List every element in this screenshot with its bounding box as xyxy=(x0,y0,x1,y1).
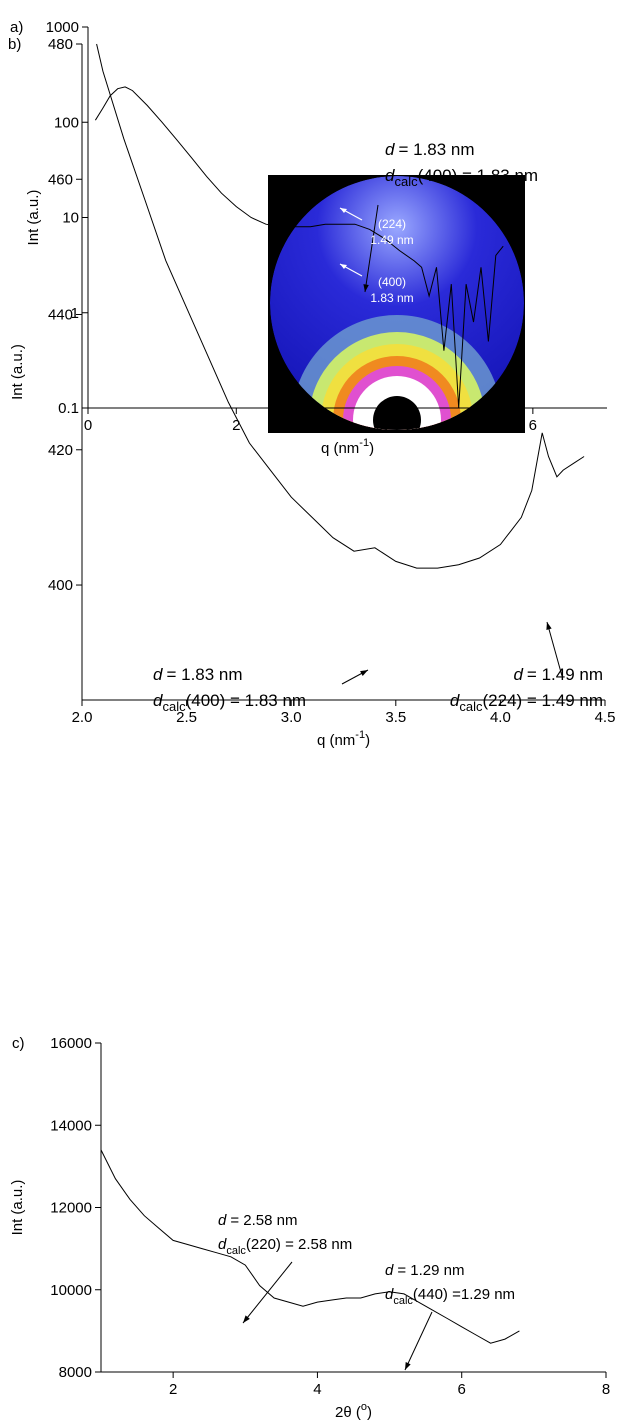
annotation-text: (220) = 2.58 nm xyxy=(246,1236,352,1253)
y-tick-label: 1000 xyxy=(46,19,79,36)
y-axis-label: Int (a.u.) xyxy=(9,344,26,400)
inset-label: (400) xyxy=(378,275,406,289)
annotation-text: (224) = 1.49 nm xyxy=(483,691,604,710)
annotation-sub: calc xyxy=(162,699,186,714)
x-tick-label: 4 xyxy=(313,1381,321,1398)
annotation-symbol: d xyxy=(513,665,523,684)
annotation-symbol: d xyxy=(385,1262,394,1279)
panel-label: c) xyxy=(12,1035,25,1052)
annotation: d= 1.83 nm xyxy=(385,140,475,159)
y-tick-label: 10 xyxy=(62,210,79,227)
x-tick-label: 4.0 xyxy=(490,709,511,726)
x-label-end: ) xyxy=(365,732,370,749)
annotation-text: = 1.83 nm xyxy=(166,665,242,684)
y-tick-label: 0.1 xyxy=(58,400,79,417)
x-axis-label: 2θ (o) xyxy=(335,1401,372,1421)
y-tick-label: 14000 xyxy=(50,1117,92,1134)
arrow-head xyxy=(360,670,368,676)
panel-label: a) xyxy=(10,19,23,36)
annotation: d= 1.83 nm xyxy=(153,665,243,684)
y-axis-label: Int (a.u.) xyxy=(9,1180,26,1236)
inset-label: 1.83 nm xyxy=(370,291,413,305)
x-axis-label: q (nm-1) xyxy=(321,437,374,457)
x-tick-label: 3.0 xyxy=(281,709,302,726)
y-tick-label: 16000 xyxy=(50,1035,92,1052)
x-label-sup: -1 xyxy=(355,729,365,741)
y-tick-label: 460 xyxy=(48,171,73,188)
figure: 02460.11101001000a)q (nm-1)Int (a.u.)d= … xyxy=(0,0,617,1428)
x-tick-label: 4.5 xyxy=(595,709,616,726)
arrow-head xyxy=(243,1315,250,1323)
annotation: d= 1.49 nm xyxy=(513,665,603,684)
inset-label: (224) xyxy=(378,217,406,231)
arrow-head xyxy=(405,1362,411,1370)
x-label-text: 2θ ( xyxy=(335,1404,361,1421)
annotation: dcalc(224) = 1.49 nm xyxy=(450,691,603,714)
y-tick-label: 12000 xyxy=(50,1200,92,1217)
inset-label: 1.49 nm xyxy=(370,233,413,247)
annotation-sub: calc xyxy=(226,1245,246,1257)
x-tick-label: 4 xyxy=(380,417,388,434)
x-tick-label: 2 xyxy=(169,1381,177,1398)
y-tick-label: 8000 xyxy=(59,1364,92,1381)
x-tick-label: 3.5 xyxy=(385,709,406,726)
annotation-text: (400) = 1.83 nm xyxy=(418,166,539,185)
y-tick-label: 10000 xyxy=(50,1282,92,1299)
y-tick-label: 440 xyxy=(48,307,73,324)
arrow-head xyxy=(546,622,551,630)
y-tick-label: 100 xyxy=(54,114,79,131)
annotation-arrow xyxy=(405,1312,432,1370)
x-label-end: ) xyxy=(367,1404,372,1421)
annotation-text: = 1.83 nm xyxy=(398,140,474,159)
y-tick-label: 400 xyxy=(48,577,73,594)
annotation-text: (440) =1.29 nm xyxy=(413,1286,515,1303)
x-label-text: q (nm xyxy=(317,732,355,749)
annotation-sub: calc xyxy=(394,174,418,189)
annotation: dcalc(440) =1.29 nm xyxy=(385,1286,515,1307)
x-tick-label: 6 xyxy=(529,417,537,434)
x-tick-label: 2.0 xyxy=(72,709,93,726)
annotation-text: = 2.58 nm xyxy=(230,1212,297,1229)
annotation-symbol: d xyxy=(218,1212,227,1229)
annotation: dcalc(220) = 2.58 nm xyxy=(218,1236,352,1257)
annotation-sub: calc xyxy=(393,1295,413,1307)
x-label-sup: -1 xyxy=(359,437,369,449)
annotation: d= 1.29 nm xyxy=(385,1262,464,1279)
annotation-text: = 1.49 nm xyxy=(527,665,603,684)
annotation-symbol: d xyxy=(385,140,395,159)
x-label-text: q (nm xyxy=(321,440,359,457)
x-axis-label: q (nm-1) xyxy=(317,729,370,749)
annotation: d= 2.58 nm xyxy=(218,1212,297,1229)
x-tick-label: 2 xyxy=(232,417,240,434)
y-tick-label: 480 xyxy=(48,36,73,53)
annotation-symbol: d xyxy=(153,665,163,684)
x-tick-label: 0 xyxy=(84,417,92,434)
x-tick-label: 8 xyxy=(602,1381,610,1398)
annotation-text: (400) = 1.83 nm xyxy=(186,691,307,710)
annotation-arrow xyxy=(243,1262,292,1323)
annotation-text: = 1.29 nm xyxy=(397,1262,464,1279)
annotation-sub: calc xyxy=(459,699,483,714)
y-axis-label: Int (a.u.) xyxy=(25,190,42,246)
x-tick-label: 6 xyxy=(458,1381,466,1398)
x-label-end: ) xyxy=(369,440,374,457)
panel-label: b) xyxy=(8,36,21,53)
y-tick-label: 420 xyxy=(48,442,73,459)
